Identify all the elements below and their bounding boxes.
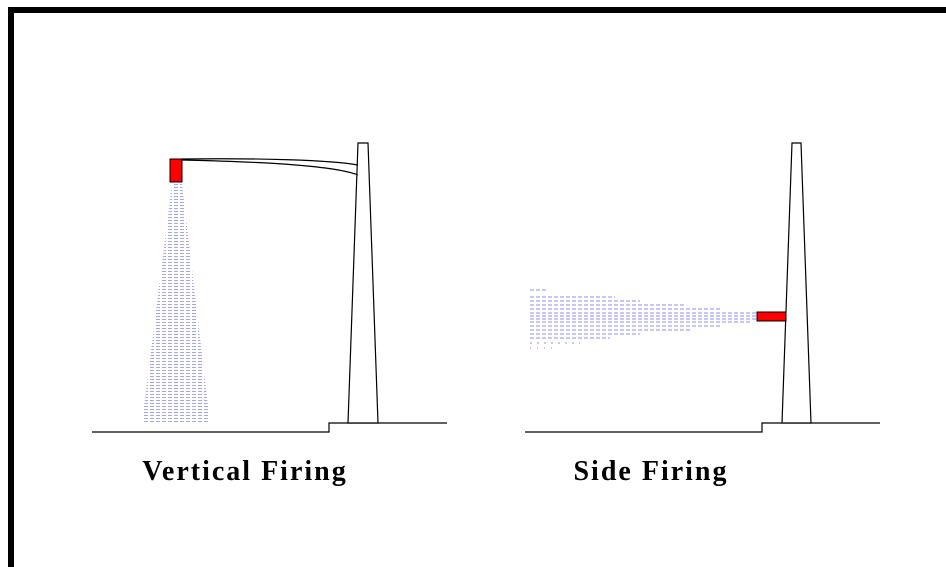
border-left: [8, 7, 14, 567]
spray: [530, 289, 757, 349]
vertical-scene: Vertical Firing: [92, 142, 447, 487]
burner: [756, 311, 787, 322]
caption: Side Firing: [573, 456, 728, 487]
boom: [181, 159, 359, 176]
spray: [142, 184, 210, 423]
stack: [347, 142, 379, 424]
burner: [169, 158, 183, 183]
boom: [181, 158, 359, 166]
side-scene: Side Firing: [525, 142, 880, 487]
border-top: [8, 7, 946, 13]
stack: [781, 142, 812, 424]
ground: [92, 422, 447, 433]
caption: Vertical Firing: [142, 456, 347, 487]
ground: [525, 422, 880, 433]
